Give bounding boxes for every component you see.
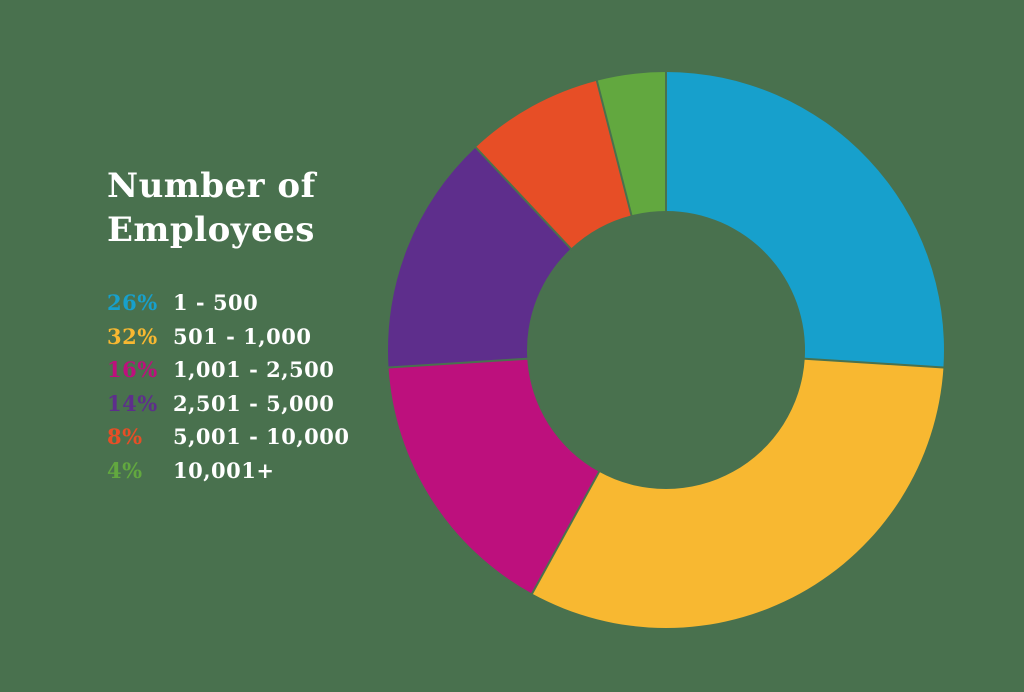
legend-label: 501 - 1,000 (173, 323, 312, 349)
donut-slice-0 (666, 72, 944, 368)
legend: Number of Employees 26% 1 - 500 32% 501 … (107, 165, 397, 491)
legend-label: 5,001 - 10,000 (173, 424, 350, 450)
legend-percent: 16% (107, 357, 158, 383)
chart-title-line-1: Number of (107, 166, 316, 206)
donut-slice-5 (596, 72, 666, 216)
donut-slice-1 (532, 358, 944, 628)
donut-slice-3 (388, 147, 571, 368)
legend-percent: 32% (107, 323, 158, 349)
donut-chart (380, 64, 952, 636)
slice-separator (530, 469, 601, 596)
legend-label: 1,001 - 2,500 (173, 357, 335, 383)
legend-label: 1 - 500 (173, 290, 259, 316)
legend-percent: 26% (107, 290, 158, 316)
chart-title-line-2: Employees (107, 209, 315, 250)
chart-title: Number of Employees (107, 165, 397, 252)
slice-separator (473, 145, 573, 251)
slice-separator (802, 357, 946, 369)
donut-slice-4 (475, 80, 632, 249)
donut-chart-svg (386, 70, 946, 628)
slice-separator (386, 357, 530, 369)
legend-rows: 26% 1 - 500 32% 501 - 1,000 16% 1,001 - … (107, 290, 397, 491)
legend-row: 32% 501 - 1,000 (107, 324, 397, 358)
legend-label: 2,501 - 5,000 (173, 390, 335, 416)
legend-row: 16% 1,001 - 2,500 (107, 357, 397, 391)
legend-label: 10,001+ (173, 457, 275, 483)
legend-row: 14% 2,501 - 5,000 (107, 391, 397, 425)
legend-percent: 8% (107, 424, 143, 450)
legend-percent: 4% (107, 457, 143, 483)
legend-row: 26% 1 - 500 (107, 290, 397, 324)
slice-separator (595, 78, 633, 218)
legend-percent: 14% (107, 390, 158, 416)
legend-row: 4% 10,001+ (107, 458, 397, 492)
donut-slice-2 (388, 358, 600, 594)
legend-row: 8% 5,001 - 10,000 (107, 424, 397, 458)
